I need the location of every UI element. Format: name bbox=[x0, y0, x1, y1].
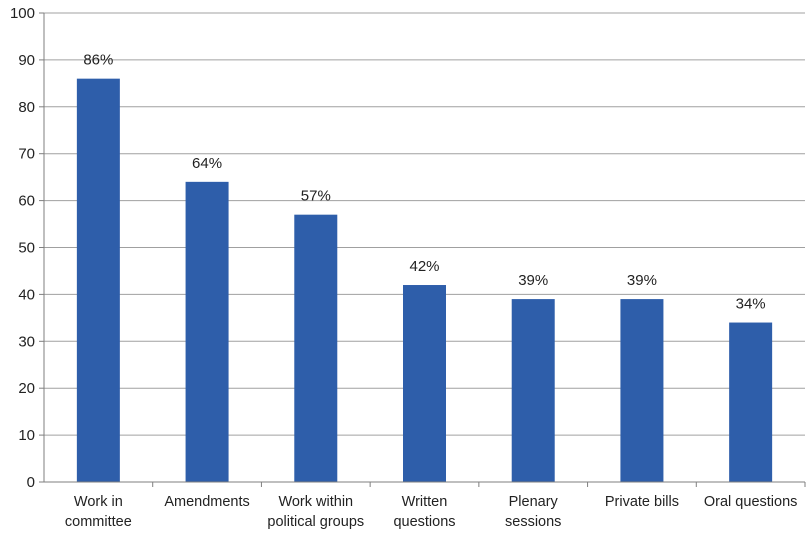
bar bbox=[511, 299, 555, 482]
x-tick-label: Plenary sessions bbox=[505, 494, 561, 530]
x-tick-label-line: Work within bbox=[278, 494, 353, 510]
x-tick-label: Written questions bbox=[393, 494, 455, 530]
x-tick-label: Oral questions bbox=[704, 494, 798, 510]
x-tick-label-line: Private bills bbox=[605, 494, 679, 510]
x-tick-label: Amendments bbox=[164, 494, 249, 510]
y-tick-label: 0 bbox=[27, 474, 35, 491]
x-tick-label-line: Amendments bbox=[164, 494, 249, 510]
y-tick-label: 20 bbox=[18, 380, 35, 397]
y-tick-label: 70 bbox=[18, 146, 35, 163]
axes bbox=[39, 12, 806, 487]
y-tick-label: 90 bbox=[18, 52, 35, 69]
x-tick-label-line: questions bbox=[393, 514, 455, 530]
x-tick-label: Work in committee bbox=[65, 494, 132, 530]
x-tick-label-line: Work in bbox=[74, 494, 123, 510]
data-label: 57% bbox=[301, 188, 331, 205]
bar bbox=[620, 299, 664, 482]
data-label: 86% bbox=[83, 52, 113, 69]
x-tick-label-line: Oral questions bbox=[704, 494, 798, 510]
x-axis-ticks: Work in committee Amendments Work within pol… bbox=[65, 494, 797, 530]
bar bbox=[729, 322, 773, 482]
x-tick-label: Private bills bbox=[605, 494, 679, 510]
data-labels: 86% 64% 57% 42% 39% 39% 34% bbox=[83, 52, 765, 313]
y-tick-label: 60 bbox=[18, 193, 35, 210]
data-label: 39% bbox=[518, 272, 548, 289]
x-tick-label-line: committee bbox=[65, 514, 132, 530]
y-tick-label: 10 bbox=[18, 427, 35, 444]
data-label: 34% bbox=[736, 296, 766, 313]
x-tick-label-line: political groups bbox=[267, 514, 364, 530]
bar bbox=[294, 214, 338, 483]
y-tick-label: 80 bbox=[18, 99, 35, 116]
y-axis-ticks: 0 10 20 30 40 50 60 70 80 90 100 bbox=[10, 5, 35, 491]
gridlines bbox=[44, 12, 805, 436]
data-label: 64% bbox=[192, 155, 222, 172]
bar bbox=[185, 181, 229, 482]
data-label: 42% bbox=[409, 258, 439, 275]
x-tick-label-line: Written bbox=[402, 494, 448, 510]
data-label: 39% bbox=[627, 272, 657, 289]
x-tick-label-line: sessions bbox=[505, 514, 561, 530]
bar bbox=[403, 285, 446, 482]
y-tick-label: 30 bbox=[18, 333, 35, 350]
y-tick-label: 40 bbox=[18, 286, 35, 303]
bar bbox=[76, 78, 120, 482]
y-tick-label: 100 bbox=[10, 5, 35, 22]
x-tick-label-line: Plenary bbox=[509, 494, 559, 510]
x-tick-label: Work within political groups bbox=[267, 494, 364, 530]
y-tick-label: 50 bbox=[18, 240, 35, 257]
bars bbox=[76, 78, 773, 483]
